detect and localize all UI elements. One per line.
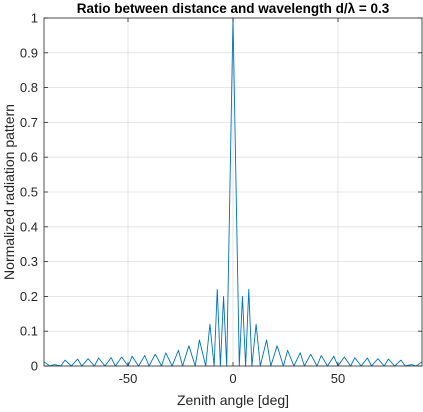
y-tick-label: 0	[31, 359, 38, 374]
tick-labels: -50 0 50 0 0.1 0.2 0.3 0.4 0.5 0.6 0.7 0.8 0.9 1	[20, 11, 345, 387]
y-tick-label: 0.5	[20, 185, 38, 200]
y-tick-label: 0.8	[20, 80, 38, 95]
x-axis-label: Zenith angle [deg]	[177, 392, 289, 408]
y-tick-label: 0.1	[20, 324, 38, 339]
ticks	[44, 17, 422, 367]
y-tick-label: 1	[31, 11, 38, 26]
y-tick-label: 0.4	[20, 219, 38, 234]
y-tick-label: 0.7	[20, 115, 38, 130]
y-tick-label: 0.3	[20, 254, 38, 269]
x-tick-label: 50	[331, 371, 345, 386]
y-tick-label: 0.6	[20, 150, 38, 165]
y-axis-label: Normalized radiation pattern	[1, 104, 17, 280]
grid	[44, 17, 422, 367]
x-tick-label: 0	[229, 371, 236, 386]
y-tick-label: 0.9	[20, 45, 38, 60]
chart-title: Ratio between distance and wavelength d/…	[77, 1, 390, 16]
y-tick-label: 0.2	[20, 289, 38, 304]
x-tick-label: -50	[119, 371, 138, 386]
